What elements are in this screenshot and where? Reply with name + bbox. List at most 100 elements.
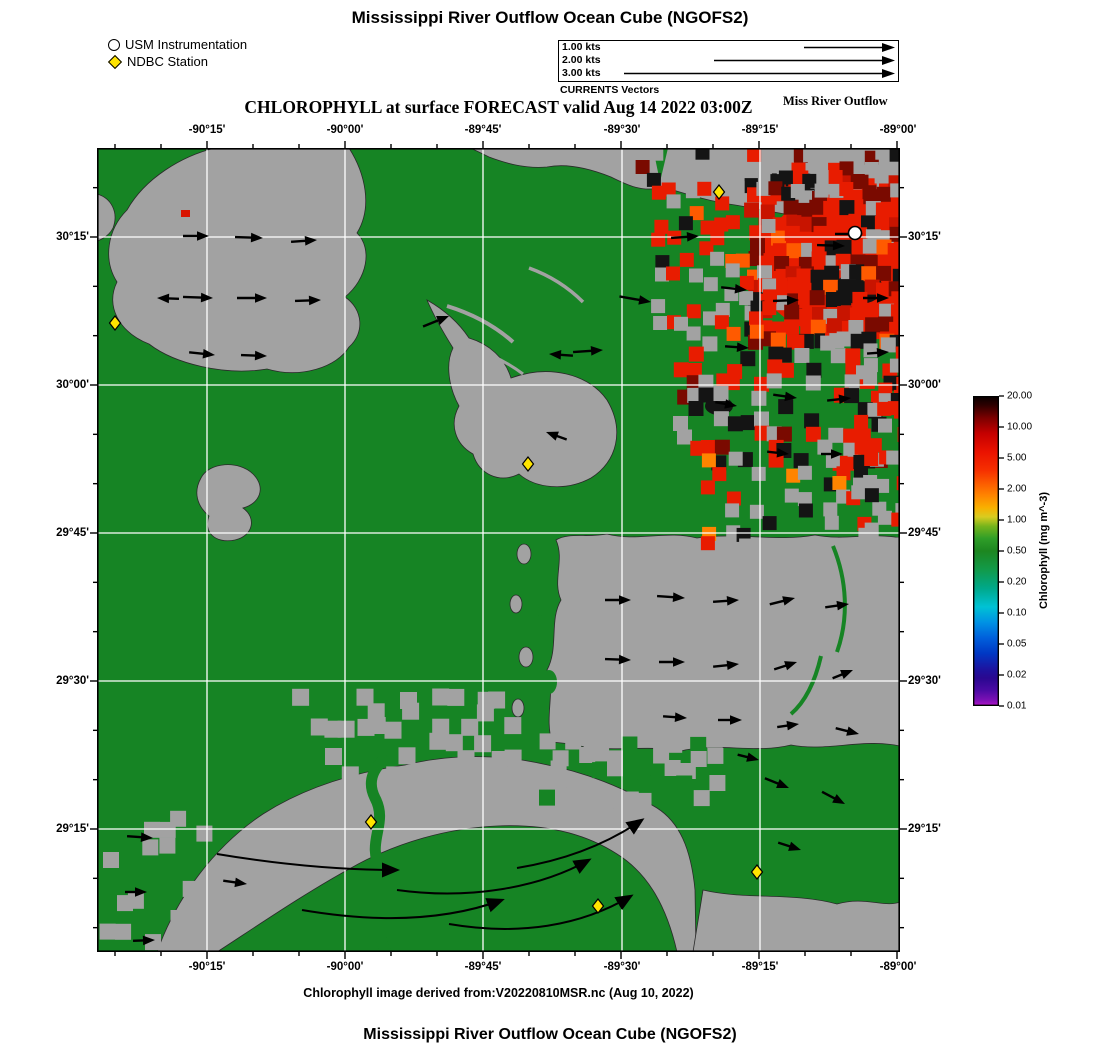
current-vector-arrow <box>157 293 180 304</box>
map <box>90 141 907 959</box>
usm-circle-icon <box>108 38 120 51</box>
lon-label-top: -89°45' <box>464 124 502 136</box>
current-vector-arrow <box>773 661 797 671</box>
station-markers <box>108 184 863 914</box>
current-vector-arrow <box>604 654 631 665</box>
lon-label-bottom: -89°45' <box>464 961 502 973</box>
ndbc-station-marker <box>750 864 764 880</box>
water-pocket <box>541 670 557 694</box>
usm-station-marker <box>847 225 863 241</box>
usm-legend-label: USM Instrumentation <box>125 37 248 52</box>
current-vector-arrow <box>773 391 797 402</box>
land-northshore <box>108 148 367 373</box>
current-vector-arrow <box>713 660 739 671</box>
current-vector-arrow <box>863 293 889 303</box>
lon-label-top: -89°30' <box>603 124 641 136</box>
lat-label-left: 30°15' <box>56 231 89 243</box>
current-vector-arrow <box>422 316 449 328</box>
current-vector-arrow <box>737 752 759 762</box>
vector-scale-arrow <box>714 56 895 65</box>
lat-label-right: 29°15' <box>908 823 941 835</box>
current-vector-arrow <box>189 348 215 359</box>
current-vector-arrow <box>724 342 749 352</box>
land-fragment <box>509 594 523 614</box>
vector-scale-row: 1.00 kts <box>559 41 898 54</box>
current-vector-arrow <box>240 350 267 361</box>
currents-scale-box: 1.00 kts 2.00 kts 3.00 kts <box>558 40 899 82</box>
land-bottom-right <box>692 889 900 952</box>
current-vector-arrow <box>294 295 321 306</box>
current-vector-arrow <box>764 777 789 788</box>
land-fragment <box>511 698 525 718</box>
vector-scale-label: 1.00 kts <box>562 41 601 53</box>
lat-label-right: 30°15' <box>908 231 941 243</box>
frame-ticks <box>90 141 907 959</box>
land-fragment <box>518 646 534 668</box>
lon-label-top: -90°00' <box>326 124 364 136</box>
current-vector-arrow <box>777 841 801 851</box>
lat-label-left: 29°45' <box>56 527 89 539</box>
current-vector-arrow <box>832 670 853 680</box>
bloom-cells <box>99 148 900 952</box>
current-vector-arrow <box>772 295 799 306</box>
current-vector-arrow <box>777 720 799 731</box>
current-vector-arrow <box>549 350 574 360</box>
land-east-marsh <box>546 533 900 752</box>
land-fragment <box>516 543 532 565</box>
colorbar-tick-label: 0.02 <box>1007 669 1027 681</box>
colorbar-tick-label: 20.00 <box>1007 390 1033 402</box>
colorbar-tick-label: 1.00 <box>1007 514 1027 526</box>
colorbar-tick-label: 5.00 <box>1007 452 1027 464</box>
water-pocket <box>533 615 547 637</box>
current-vector-arrow <box>835 726 859 736</box>
current-vectors <box>125 229 889 946</box>
vector-scale-label: 2.00 kts <box>562 54 601 66</box>
ndbc-station-marker <box>364 814 378 830</box>
ndbc-diamond-icon <box>107 54 123 69</box>
lat-label-right: 29°30' <box>908 675 941 687</box>
current-vector-arrow <box>605 595 631 605</box>
current-vector-arrow <box>572 346 603 356</box>
current-vector-arrow <box>125 887 147 897</box>
lon-label-top: -89°15' <box>741 124 779 136</box>
current-vector-arrow <box>825 600 849 611</box>
current-vector-arrow <box>546 431 568 441</box>
lon-label-bottom: -89°30' <box>603 961 641 973</box>
currents-caption: CURRENTS Vectors <box>560 84 660 96</box>
current-vector-arrow <box>290 236 317 246</box>
legend-row-ndbc: NDBC Station <box>107 53 247 70</box>
current-vector-arrow <box>721 283 747 294</box>
current-vector-arrow <box>827 394 851 405</box>
current-vector-arrow <box>712 596 739 606</box>
current-vector-arrow <box>656 592 685 602</box>
island-chain <box>831 545 847 653</box>
current-vector-arrow <box>619 295 651 305</box>
lon-label-bottom: -89°15' <box>741 961 779 973</box>
vector-scale-label: 3.00 kts <box>562 67 601 79</box>
ndbc-station-marker <box>108 315 122 331</box>
current-vector-arrow <box>126 832 153 842</box>
colorbar-tick-label: 2.00 <box>1007 483 1027 495</box>
colorbar-title-wrap: Chlorophyll (mg m^-3) <box>1038 396 1050 706</box>
lon-label-bottom: -90°00' <box>326 961 364 973</box>
source-caption: Chlorophyll image derived from:V20220810… <box>303 986 694 1000</box>
map-frame <box>97 148 901 953</box>
lat-label-left: 29°15' <box>56 823 89 835</box>
lat-label-right: 30°00' <box>908 379 941 391</box>
current-vector-arrow <box>132 935 155 946</box>
colorbar-title: Chlorophyll (mg m^-3) <box>1038 492 1050 610</box>
current-vector-arrow <box>766 447 789 458</box>
current-vector-arrow <box>670 232 699 242</box>
current-vector-arrow <box>866 348 889 358</box>
forecast-title: CHLOROPHYLL at surface FORECAST valid Au… <box>244 97 753 117</box>
ndbc-station-marker <box>591 898 605 914</box>
current-vector-arrow <box>715 399 737 409</box>
water-pocket <box>536 559 552 585</box>
ndbc-legend-label: NDBC Station <box>127 54 208 69</box>
lon-label-bottom: -90°15' <box>188 961 226 973</box>
lat-label-left: 30°00' <box>56 379 89 391</box>
current-vector-arrow <box>718 715 742 725</box>
current-vector-arrow <box>234 232 263 243</box>
current-vector-arrow <box>821 790 845 804</box>
island-chain <box>789 655 823 716</box>
